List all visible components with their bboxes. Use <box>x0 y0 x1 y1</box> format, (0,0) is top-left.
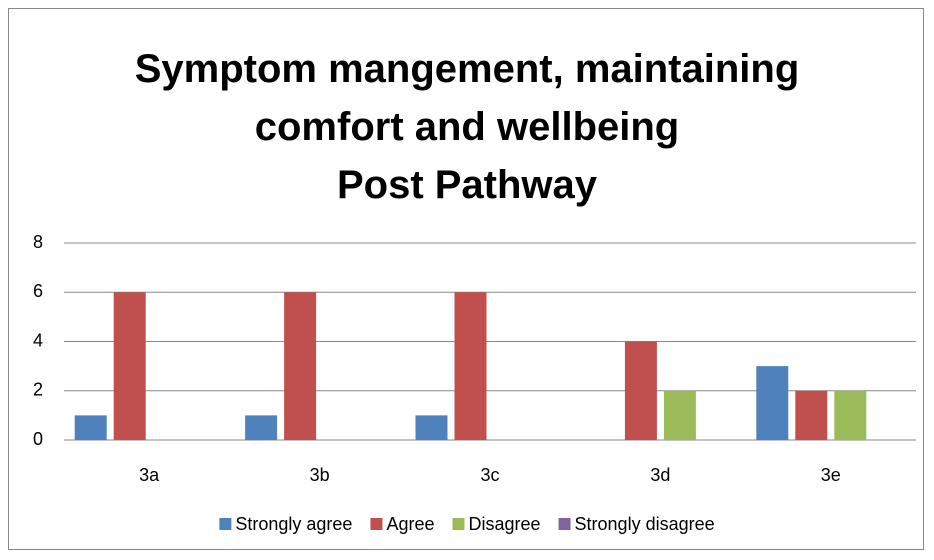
x-tick-label: 3a <box>139 465 160 485</box>
bar <box>834 390 867 440</box>
bar <box>795 390 828 440</box>
legend-label: Strongly disagree <box>575 514 715 534</box>
y-tick-label: 8 <box>33 232 43 252</box>
y-tick-label: 0 <box>33 429 43 449</box>
bar <box>113 292 146 440</box>
chart-title: Symptom mangement, maintaining comfort a… <box>134 47 800 149</box>
bar <box>245 415 278 440</box>
x-tick-label: 3c <box>480 465 499 485</box>
legend-swatch <box>558 518 571 530</box>
bar <box>284 292 317 440</box>
legend-label: Disagree <box>468 514 540 534</box>
x-tick-label: 3d <box>650 465 670 485</box>
bar <box>663 390 696 440</box>
y-tick-label: 4 <box>33 330 43 350</box>
bar <box>415 415 448 440</box>
x-tick-label: 3e <box>821 465 841 485</box>
bar <box>756 366 789 440</box>
title-block: Symptom mangement, maintaining comfort a… <box>0 40 934 156</box>
legend-label: Strongly agree <box>235 514 352 534</box>
chart-subtitle: Post Pathway <box>336 163 598 207</box>
bar <box>454 292 487 440</box>
chart-frame <box>8 8 924 550</box>
legend-swatch <box>219 518 232 530</box>
bar <box>624 341 657 440</box>
legend-swatch <box>370 518 383 530</box>
x-tick-label: 3b <box>310 465 330 485</box>
legend-swatch <box>452 518 465 530</box>
y-tick-label: 2 <box>33 380 43 400</box>
y-tick-label: 6 <box>33 281 43 301</box>
legend-label: Agree <box>386 514 434 534</box>
bar <box>74 415 107 440</box>
